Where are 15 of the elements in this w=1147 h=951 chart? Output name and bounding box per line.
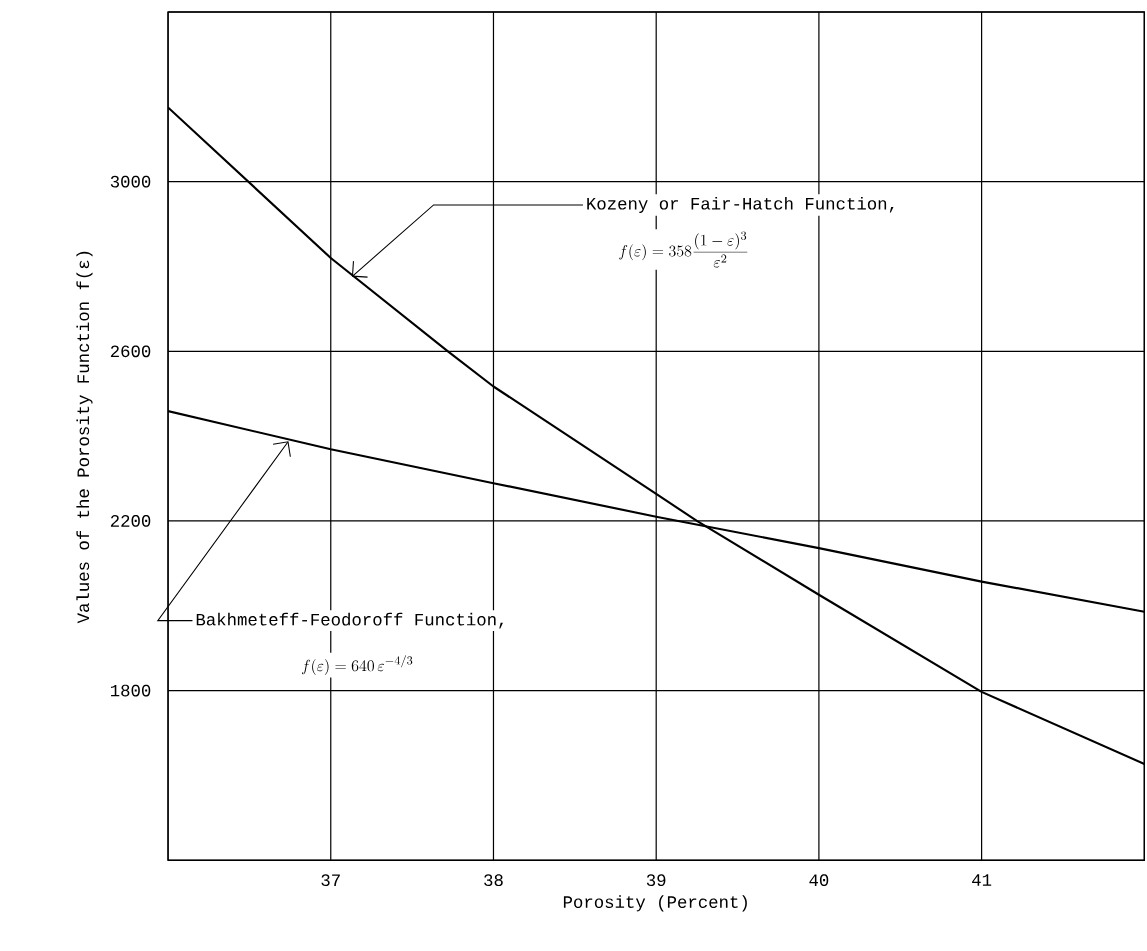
annotation: Kozeny or Fair-Hatch Function, (587, 196, 894, 214)
x-tick-label: 40 (809, 874, 829, 887)
x-tick-label: 37 (321, 874, 340, 887)
x-tick-label: 38 (484, 874, 503, 887)
annotation: $f(\varepsilon) = 640\,\varepsilon^{-4/3}$ (301, 655, 413, 675)
y-tick-label: 3000 (110, 175, 151, 188)
x-axis-title: Porosity (Percent) (563, 895, 747, 912)
annotation: Bakhmeteff-Feodoroff Function, (196, 612, 503, 629)
annotation: $f(\varepsilon) = 358\frac{(1-\varepsilon)^{3}}{\varepsilon^{2}}$ (619, 231, 748, 268)
y-tick-label: 1800 (110, 684, 151, 697)
y-tick-label: 2600 (110, 345, 151, 358)
x-tick-label: 41 (972, 874, 992, 886)
y-tick-label: 2200 (110, 515, 151, 527)
y-axis-title: Values of the Porosity Function f(ε) (76, 251, 93, 624)
x-tick-label: 39 (646, 874, 666, 887)
